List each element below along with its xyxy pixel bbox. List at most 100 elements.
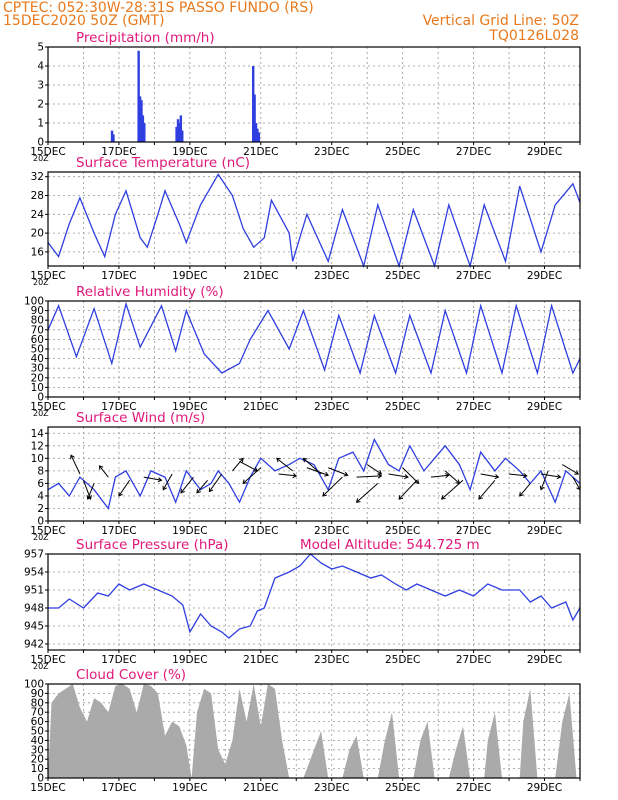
x-tick-label: 25DEC	[385, 270, 420, 282]
y-tick-label: 14	[31, 428, 45, 440]
x-tick-label: 19DEC	[172, 525, 207, 537]
wind-arrowhead	[444, 473, 450, 479]
y-tick-label: 2	[37, 503, 44, 515]
wind-arrowhead	[539, 485, 545, 491]
x-tick-label: 15DEC	[30, 782, 65, 794]
precip-bar	[137, 50, 140, 142]
y-tick-label: 16	[31, 246, 45, 258]
wind-vector	[540, 473, 561, 478]
y-tick-label: 80	[31, 315, 44, 327]
series-line	[47, 437, 581, 511]
x-axis-clipped-label: 20Z	[33, 409, 49, 418]
y-tick-label: 60	[31, 716, 44, 728]
y-tick-label: 70	[31, 707, 44, 719]
x-tick-label: 27DEC	[456, 401, 491, 413]
y-tick-label: 1	[37, 118, 44, 130]
x-tick-label: 17DEC	[101, 654, 136, 666]
x-tick-label: 19DEC	[172, 401, 207, 413]
y-tick-label: 100	[24, 679, 44, 691]
wind-arrowhead	[398, 495, 404, 500]
y-tick-label: 50	[31, 344, 44, 356]
wind-vector	[356, 475, 382, 478]
wind-arrowhead	[478, 495, 483, 500]
panel-title: Surface Wind (m/s)	[76, 410, 205, 426]
wind-vector	[509, 473, 527, 477]
y-tick-label: 20	[31, 228, 44, 240]
cloud-cover-area	[48, 684, 580, 778]
wind-vector	[444, 470, 460, 484]
x-tick-label: 23DEC	[314, 525, 349, 537]
wind-vector	[398, 479, 418, 500]
x-tick-label: 29DEC	[527, 525, 562, 537]
x-tick-label: 23DEC	[314, 270, 349, 282]
wind-vector	[87, 483, 95, 500]
y-tick-label: 5	[37, 42, 44, 54]
precip-bar	[253, 94, 256, 142]
precip-bar	[176, 119, 180, 142]
wind-vector	[356, 483, 379, 503]
precip-bar	[110, 130, 114, 142]
y-tick-label: 3	[37, 80, 44, 92]
x-tick-label: 15DEC	[30, 525, 65, 537]
y-tick-label: 90	[31, 305, 44, 317]
precip-bar	[112, 134, 115, 142]
wind-arrowhead	[292, 473, 298, 479]
precip-bar	[140, 100, 143, 142]
y-tick-label: 40	[31, 735, 44, 747]
precip-bar	[175, 126, 178, 142]
x-tick-label: 29DEC	[527, 270, 562, 282]
x-tick-label: 21DEC	[243, 782, 278, 794]
wind-arrowhead	[355, 498, 361, 503]
y-tick-label: 12	[31, 440, 44, 452]
wind-arrowhead	[494, 474, 500, 480]
y-tick-label: 90	[31, 688, 44, 700]
y-tick-label: 8	[37, 465, 44, 477]
x-tick-label: 15DEC	[30, 654, 65, 666]
y-tick-label: 32	[31, 171, 44, 183]
wind-vector	[441, 479, 464, 500]
wind-arrowhead	[324, 471, 330, 477]
y-tick-label: 0	[37, 516, 44, 528]
y-tick-label: 40	[31, 353, 44, 365]
wind-arrowhead	[162, 485, 168, 491]
wind-arrowhead	[302, 457, 308, 463]
x-tick-label: 27DEC	[456, 270, 491, 282]
series-line	[48, 553, 581, 639]
x-tick-label: 25DEC	[385, 401, 420, 413]
y-tick-label: 30	[31, 363, 44, 375]
wind-arrowhead	[322, 491, 327, 497]
x-axis-clipped-label: 20Z	[33, 278, 49, 287]
wind-arrowhead	[440, 495, 446, 500]
wind-arrowhead	[70, 454, 75, 460]
y-tick-label: 0	[37, 773, 44, 785]
y-tick-label: 0	[37, 392, 44, 404]
x-axis-clipped-label: 20Z	[33, 533, 49, 542]
x-tick-label: 25DEC	[385, 654, 420, 666]
x-tick-label: 21DEC	[243, 401, 278, 413]
panel-title: Relative Humidity (%)	[76, 284, 224, 300]
wind-vector	[430, 474, 449, 478]
x-tick-label: 27DEC	[456, 525, 491, 537]
wind-arrowhead	[118, 491, 123, 497]
x-tick-label: 23DEC	[314, 654, 349, 666]
panel-title: Surface Temperature (nC)	[76, 155, 250, 171]
wind-vector	[99, 465, 109, 478]
y-tick-label: 100	[24, 296, 44, 308]
y-tick-label: 0	[37, 137, 44, 149]
wind-vector	[118, 479, 130, 497]
x-tick-label: 19DEC	[172, 654, 207, 666]
y-tick-label: 28	[31, 190, 44, 202]
wind-arrowhead	[208, 487, 214, 493]
x-tick-label: 19DEC	[172, 782, 207, 794]
x-tick-label: 19DEC	[172, 146, 207, 158]
x-tick-label: 29DEC	[527, 146, 562, 158]
y-tick-label: 2	[37, 99, 44, 111]
x-tick-label: 29DEC	[527, 782, 562, 794]
y-tick-label: 80	[31, 697, 44, 709]
wind-arrowhead	[242, 479, 248, 485]
x-tick-label: 23DEC	[314, 782, 349, 794]
precip-bar	[138, 96, 142, 142]
x-tick-label: 27DEC	[456, 146, 491, 158]
y-tick-label: 50	[31, 726, 44, 738]
y-tick-label: 24	[31, 209, 45, 221]
